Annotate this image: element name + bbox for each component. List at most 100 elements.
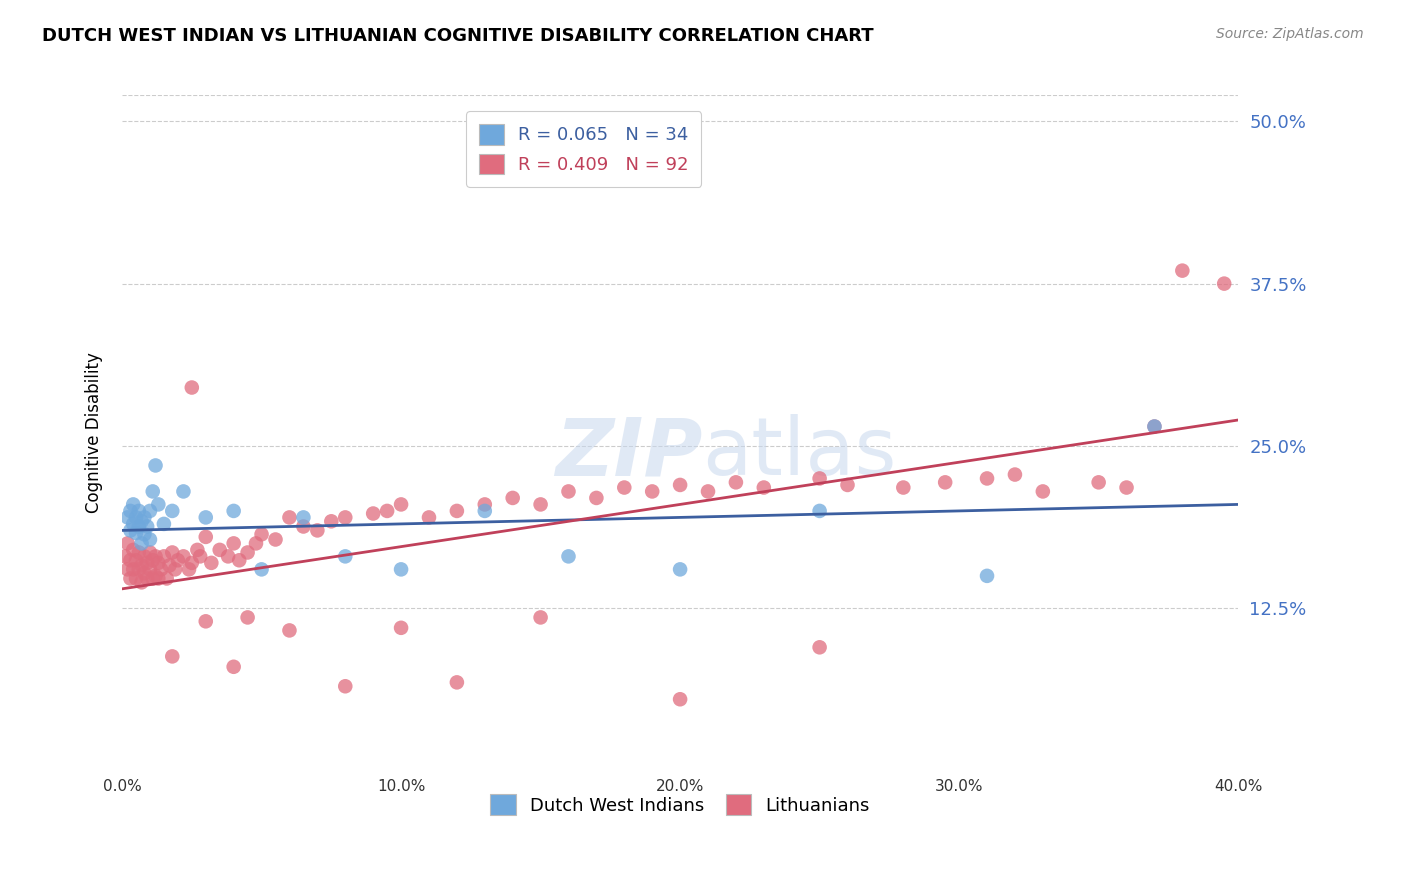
Point — [134, 549, 156, 564]
Point — [1143, 419, 1166, 434]
Point — [292, 510, 315, 524]
Point — [194, 530, 217, 544]
Point — [172, 484, 194, 499]
Point — [976, 471, 998, 485]
Point — [142, 484, 165, 499]
Point — [114, 549, 136, 564]
Point — [837, 478, 859, 492]
Point — [172, 549, 194, 564]
Point — [669, 562, 692, 576]
Point — [228, 553, 250, 567]
Legend: Dutch West Indians, Lithuanians: Dutch West Indians, Lithuanians — [484, 787, 877, 822]
Point — [128, 545, 150, 559]
Y-axis label: Cognitive Disability: Cognitive Disability — [86, 352, 103, 514]
Point — [502, 491, 524, 505]
Point — [128, 504, 150, 518]
Point — [669, 478, 692, 492]
Point — [194, 510, 217, 524]
Point — [139, 504, 162, 518]
Point — [389, 497, 412, 511]
Point — [165, 562, 187, 576]
Point — [145, 549, 167, 564]
Point — [142, 553, 165, 567]
Point — [557, 484, 579, 499]
Point — [122, 497, 145, 511]
Point — [131, 575, 153, 590]
Point — [361, 507, 384, 521]
Point — [264, 533, 287, 547]
Point — [222, 504, 245, 518]
Point — [976, 569, 998, 583]
Point — [162, 649, 184, 664]
Point — [613, 481, 636, 495]
Point — [250, 527, 273, 541]
Point — [529, 610, 551, 624]
Point — [122, 516, 145, 531]
Text: DUTCH WEST INDIAN VS LITHUANIAN COGNITIVE DISABILITY CORRELATION CHART: DUTCH WEST INDIAN VS LITHUANIAN COGNITIV… — [42, 27, 873, 45]
Point — [752, 481, 775, 495]
Point — [1171, 263, 1194, 277]
Point — [125, 553, 148, 567]
Point — [222, 536, 245, 550]
Point — [1213, 277, 1236, 291]
Point — [335, 510, 357, 524]
Point — [808, 504, 831, 518]
Point — [162, 545, 184, 559]
Point — [446, 675, 468, 690]
Point — [156, 571, 179, 585]
Point — [148, 571, 170, 585]
Point — [166, 553, 188, 567]
Point — [389, 621, 412, 635]
Point — [808, 640, 831, 655]
Point — [122, 542, 145, 557]
Point — [236, 610, 259, 624]
Point — [136, 571, 159, 585]
Point — [418, 510, 440, 524]
Point — [321, 514, 343, 528]
Point — [217, 549, 239, 564]
Point — [153, 549, 176, 564]
Point — [180, 380, 202, 394]
Text: atlas: atlas — [703, 414, 897, 492]
Point — [159, 558, 181, 573]
Point — [208, 542, 231, 557]
Point — [125, 510, 148, 524]
Point — [139, 562, 162, 576]
Point — [375, 504, 398, 518]
Point — [335, 679, 357, 693]
Point — [186, 542, 208, 557]
Point — [162, 504, 184, 518]
Point — [474, 497, 496, 511]
Point — [188, 549, 211, 564]
Point — [134, 566, 156, 581]
Point — [148, 556, 170, 570]
Point — [278, 510, 301, 524]
Point — [117, 510, 139, 524]
Point — [120, 571, 142, 585]
Point — [641, 484, 664, 499]
Point — [1087, 475, 1109, 490]
Point — [125, 526, 148, 541]
Point — [278, 624, 301, 638]
Point — [136, 519, 159, 533]
Point — [808, 471, 831, 485]
Point — [292, 519, 315, 533]
Point — [1004, 467, 1026, 482]
Point — [222, 660, 245, 674]
Point — [128, 562, 150, 576]
Point — [245, 536, 267, 550]
Point — [891, 481, 914, 495]
Point — [136, 556, 159, 570]
Point — [117, 562, 139, 576]
Point — [120, 553, 142, 567]
Point — [697, 484, 720, 499]
Point — [180, 556, 202, 570]
Point — [307, 524, 329, 538]
Point — [934, 475, 956, 490]
Point — [194, 615, 217, 629]
Point — [389, 562, 412, 576]
Point — [125, 571, 148, 585]
Point — [177, 562, 200, 576]
Point — [1143, 419, 1166, 434]
Point — [446, 504, 468, 518]
